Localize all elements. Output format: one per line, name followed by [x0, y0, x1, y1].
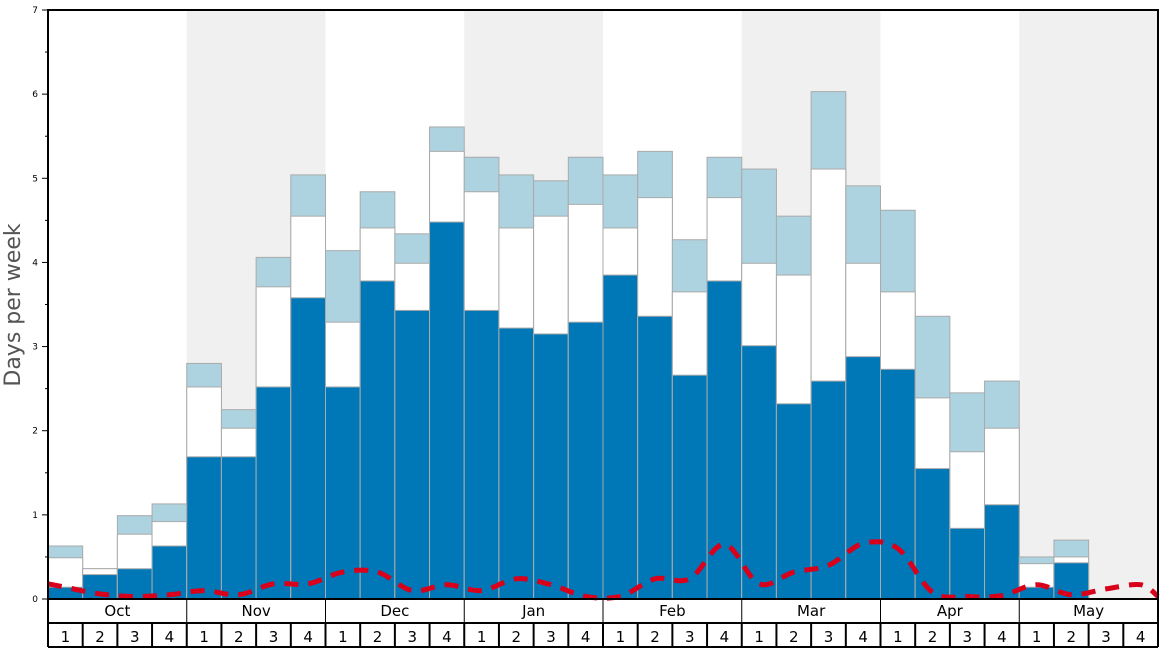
bar-dark — [741, 345, 777, 600]
week-label: 1 — [616, 628, 626, 646]
bar-dark — [949, 527, 986, 600]
bar-dark — [914, 468, 951, 600]
y-axis-label: Days per week — [1, 223, 26, 386]
bar-dark — [290, 297, 326, 600]
month-label: Dec — [380, 602, 409, 620]
week-label: 4 — [581, 628, 591, 646]
week-label: 1 — [477, 628, 487, 646]
week-label: 3 — [546, 628, 556, 646]
week-label: 2 — [789, 628, 799, 646]
month-label: Nov — [241, 602, 270, 620]
month-label: Feb — [659, 602, 686, 620]
week-label: 2 — [928, 628, 938, 646]
week-label: 3 — [407, 628, 417, 646]
week-label: 3 — [824, 628, 834, 646]
week-label: 1 — [893, 628, 903, 646]
week-label: 4 — [720, 628, 730, 646]
week-label: 2 — [95, 628, 105, 646]
month-shade — [1019, 10, 1158, 599]
week-label: 2 — [373, 628, 383, 646]
dashed-line — [47, 539, 1160, 601]
y-tick-label: 6 — [32, 90, 38, 100]
week-label: 3 — [130, 628, 140, 646]
week-label: 4 — [997, 628, 1007, 646]
bar-dark — [498, 327, 535, 600]
week-label: 4 — [1136, 628, 1146, 646]
week-label: 3 — [1101, 628, 1111, 646]
week-label: 4 — [858, 628, 868, 646]
month-label: Apr — [937, 602, 964, 620]
week-label: 1 — [754, 628, 764, 646]
bar-dark — [186, 456, 222, 600]
week-label: 2 — [650, 628, 660, 646]
bar-dark — [359, 280, 396, 600]
y-tick-label: 4 — [32, 258, 38, 268]
bar-dark — [463, 309, 500, 600]
bar-dark — [706, 280, 743, 600]
week-label: 2 — [234, 628, 244, 646]
week-label: 1 — [61, 628, 71, 646]
bar-dark — [567, 321, 604, 600]
y-tick-label: 1 — [32, 511, 38, 521]
bar-dark — [220, 456, 257, 600]
bar-dark — [429, 221, 465, 600]
bar-dark — [775, 403, 812, 600]
week-label: 1 — [338, 628, 348, 646]
month-label: May — [1073, 602, 1104, 620]
week-label: 3 — [962, 628, 972, 646]
y-tick-label: 3 — [32, 343, 38, 353]
bar-dark — [637, 315, 673, 600]
week-label: 3 — [269, 628, 279, 646]
bar-dark — [533, 333, 569, 600]
y-tick-label: 5 — [32, 174, 38, 184]
y-tick-label: 0 — [32, 595, 38, 605]
month-label: Mar — [797, 602, 826, 620]
week-label: 3 — [685, 628, 695, 646]
y-tick-label: 7 — [32, 6, 38, 16]
bar-dark — [151, 545, 188, 600]
y-tick-label: 2 — [32, 427, 38, 437]
week-label: 2 — [1067, 628, 1077, 646]
bar-dark — [255, 386, 292, 600]
month-label: Jan — [521, 602, 545, 620]
week-label: 4 — [303, 628, 313, 646]
week-label: 4 — [165, 628, 175, 646]
bar-dark — [880, 368, 916, 600]
week-label: 1 — [1032, 628, 1042, 646]
week-label: 2 — [512, 628, 522, 646]
bar-dark — [602, 274, 639, 600]
bar-dark — [984, 504, 1020, 600]
week-label: 4 — [442, 628, 452, 646]
month-label: Oct — [104, 602, 130, 620]
bar-dark — [845, 356, 881, 600]
week-label: 1 — [199, 628, 209, 646]
bar-dark — [325, 386, 361, 600]
bar-dark — [394, 309, 431, 600]
